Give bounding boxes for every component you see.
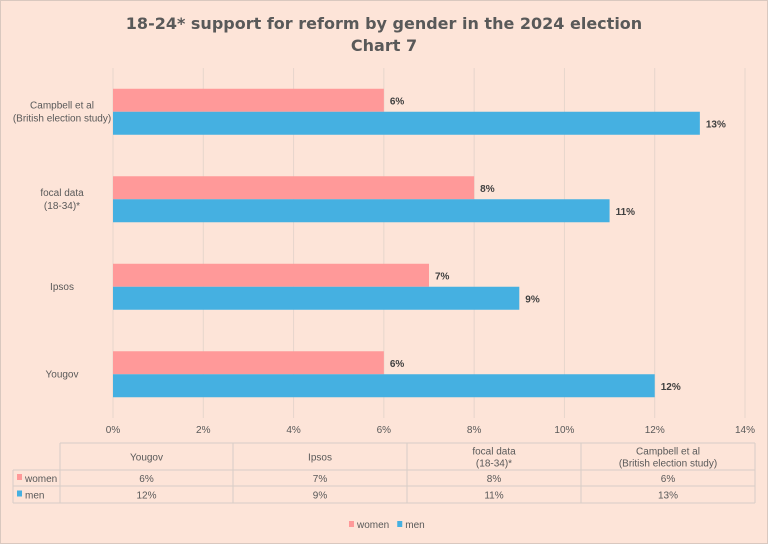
table-cell: 11% — [484, 491, 503, 502]
data-label: 7% — [435, 271, 450, 282]
bar-men — [113, 286, 520, 310]
data-label: 13% — [706, 119, 726, 130]
y-category-label: Campbell et al — [30, 100, 94, 111]
y-category-label: focal data — [40, 188, 84, 199]
table-cell: 9% — [313, 491, 328, 502]
table-header-cell: focal data — [472, 447, 516, 458]
table-cell: 12% — [136, 491, 156, 502]
data-label: 11% — [616, 207, 636, 218]
table-header-cell: (18-34)* — [476, 459, 512, 470]
bar-women — [113, 88, 384, 112]
table-cell: 7% — [313, 474, 328, 485]
table-header-cell: Ipsos — [308, 453, 332, 464]
x-tick-label: 12% — [645, 425, 665, 436]
table-row-label: men — [25, 491, 44, 502]
table-cell: 8% — [487, 474, 502, 485]
data-label: 6% — [390, 96, 405, 107]
x-tick-label: 4% — [286, 425, 301, 436]
bar-women — [113, 176, 475, 200]
x-tick-label: 10% — [554, 425, 574, 436]
bar-men — [113, 199, 610, 223]
data-label: 9% — [525, 294, 540, 305]
table-header-cell: Campbell et al — [636, 447, 700, 458]
table-header-cell: Yougov — [130, 453, 163, 464]
bar-men — [113, 111, 700, 135]
x-tick-label: 2% — [196, 425, 211, 436]
legend-key-men — [17, 490, 22, 497]
chart-subtitle: Chart 7 — [351, 36, 417, 55]
legend-swatch-men — [397, 521, 403, 527]
y-category-label: Ipsos — [50, 282, 74, 293]
legend-label: men — [405, 520, 424, 531]
legend-key-women — [17, 474, 22, 480]
data-label: 8% — [480, 184, 495, 195]
legend-label: women — [356, 520, 389, 531]
data-label: 6% — [390, 359, 405, 370]
table-cell: 13% — [658, 491, 678, 502]
x-tick-label: 14% — [735, 425, 755, 436]
bar-women — [113, 263, 429, 287]
bar-women — [113, 351, 384, 375]
table-row-label: women — [24, 474, 57, 485]
table-cell: 6% — [661, 474, 676, 485]
chart-title: 18-24* support for reform by gender in t… — [126, 14, 642, 33]
y-category-label: (British election study) — [13, 113, 111, 124]
y-category-label: (18-34)* — [44, 201, 80, 212]
table-cell: 6% — [139, 474, 154, 485]
y-category-label: Yougov — [46, 369, 79, 380]
x-tick-label: 8% — [467, 425, 482, 436]
table-header-cell: (British election study) — [619, 459, 717, 470]
bar-men — [113, 374, 655, 398]
x-tick-label: 6% — [377, 425, 392, 436]
x-tick-label: 0% — [106, 425, 121, 436]
legend-swatch-women — [349, 521, 354, 527]
data-label: 12% — [661, 382, 681, 393]
